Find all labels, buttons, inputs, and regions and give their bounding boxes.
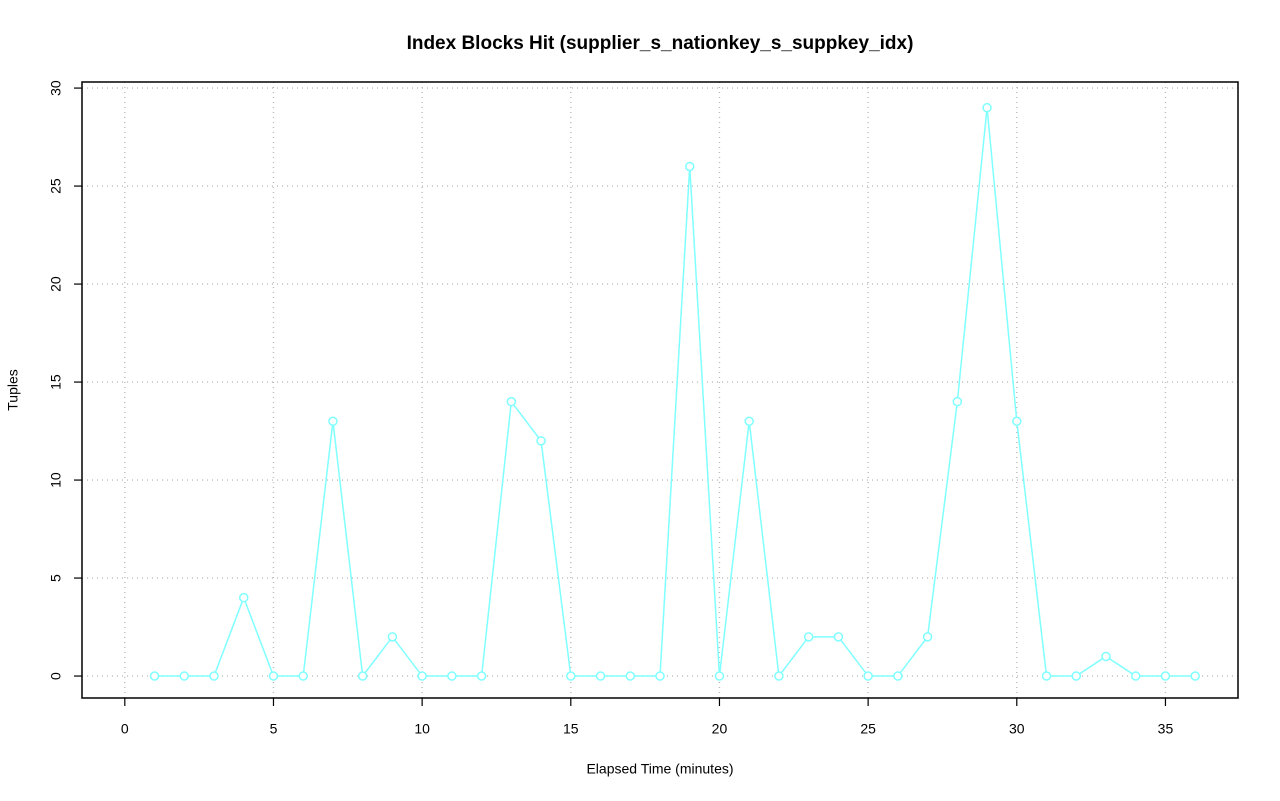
y-tick-label: 15	[48, 374, 64, 390]
data-point	[298, 671, 308, 681]
y-tick-label: 5	[48, 574, 64, 582]
x-tick-label: 35	[1158, 721, 1174, 737]
data-point	[714, 671, 725, 681]
data-point	[149, 671, 160, 681]
data-point	[1190, 671, 1200, 681]
data-point	[417, 671, 427, 681]
data-point	[1012, 416, 1022, 427]
data-point	[357, 671, 368, 681]
data-point	[387, 632, 398, 642]
data-point	[893, 671, 903, 681]
x-tick-label: 15	[563, 721, 579, 737]
data-point	[982, 102, 992, 113]
x-tick-label: 5	[270, 721, 278, 737]
data-point	[476, 671, 487, 681]
data-point	[209, 671, 219, 681]
y-tick-label: 10	[48, 472, 64, 488]
x-tick-label: 10	[414, 721, 430, 737]
x-tick-label: 20	[712, 721, 728, 737]
x-tick-label: 25	[860, 721, 876, 737]
data-point	[803, 632, 814, 642]
data-point	[536, 436, 546, 446]
x-tick-label: 30	[1009, 721, 1025, 737]
y-axis-label: Tuples	[5, 369, 21, 411]
plot-frame	[81, 81, 1239, 699]
data-point	[833, 632, 844, 642]
data-point	[595, 671, 606, 681]
data-point	[1071, 671, 1082, 681]
y-tick-label: 25	[48, 178, 64, 194]
data-point	[447, 671, 457, 681]
y-tick-label: 30	[48, 80, 64, 96]
data-point	[1130, 671, 1141, 681]
series-line	[154, 107, 1196, 678]
data-point	[744, 416, 754, 427]
data-point	[774, 671, 784, 681]
data-point	[655, 671, 665, 681]
data-point	[566, 671, 576, 681]
data-point	[1101, 651, 1111, 662]
data-point	[684, 161, 695, 172]
data-point	[1160, 671, 1171, 681]
x-axis-label: Elapsed Time (minutes)	[586, 761, 733, 777]
data-point	[179, 671, 190, 681]
data-point	[268, 671, 279, 681]
y-tick-label: 20	[48, 276, 64, 292]
data-point	[328, 416, 338, 427]
data-point	[922, 632, 933, 642]
x-tick-label: 0	[121, 721, 129, 737]
chart-title: Index Blocks Hit (supplier_s_nationkey_s…	[407, 33, 914, 54]
data-point	[863, 671, 873, 681]
data-point	[625, 671, 636, 681]
y-tick-label: 0	[48, 672, 64, 680]
data-point	[1041, 671, 1052, 681]
data-point	[238, 592, 249, 603]
data-point	[506, 396, 517, 407]
data-point	[952, 396, 963, 407]
